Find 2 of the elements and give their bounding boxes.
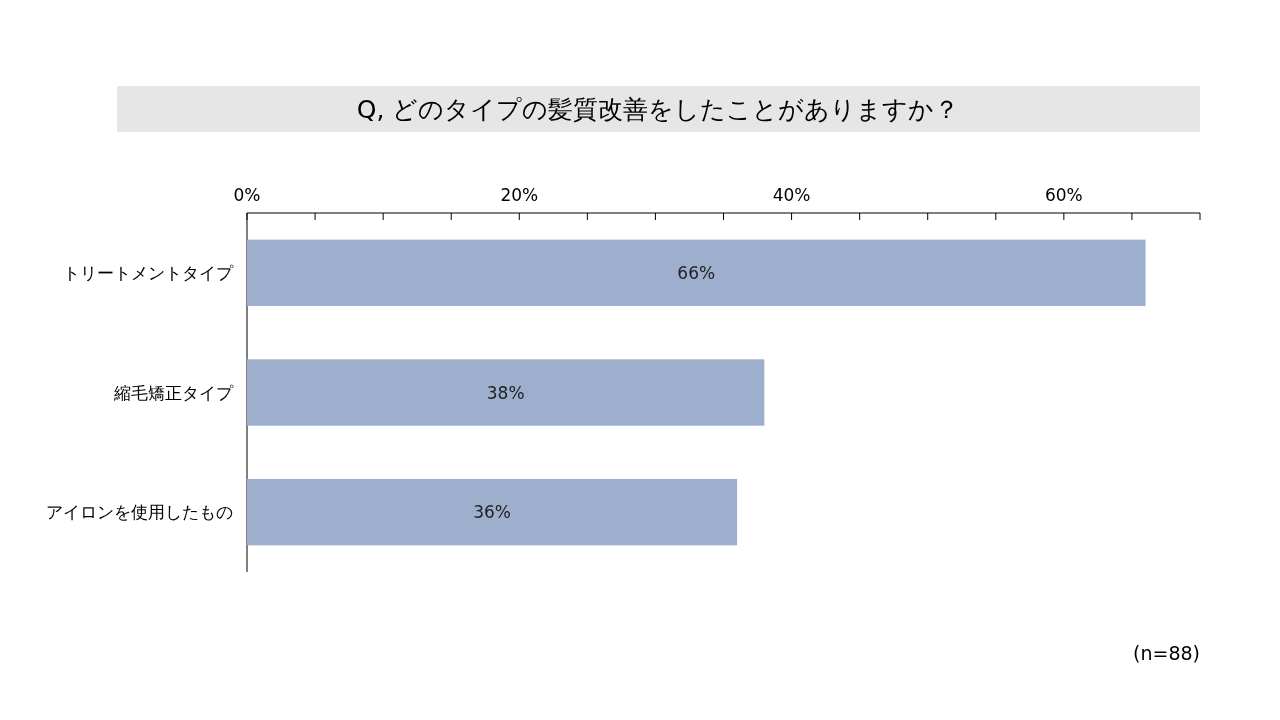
annotation: (n=88)	[1133, 642, 1200, 664]
title: Q, どのタイプの髪質改善をしたことがありますか？	[356, 95, 960, 124]
